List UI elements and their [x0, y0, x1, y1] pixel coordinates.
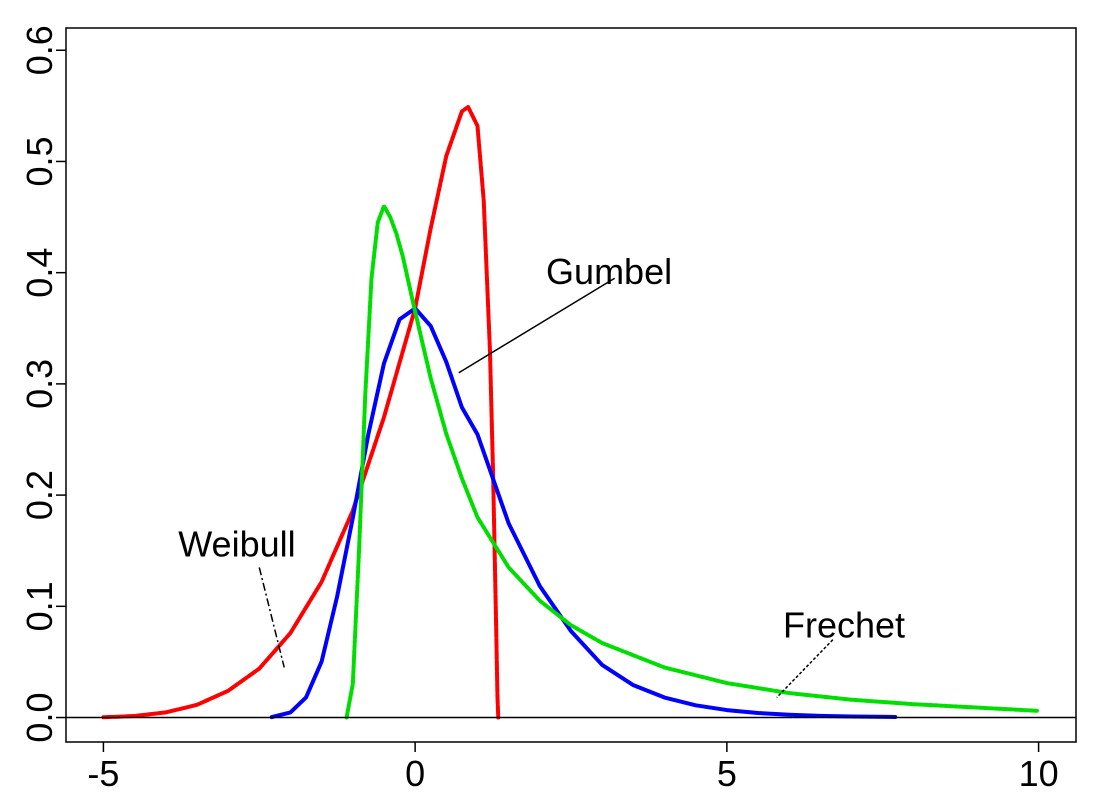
x-tick-label: -5	[87, 753, 119, 794]
annotation-pointer-gumbel	[458, 277, 616, 374]
y-tick-label: 0.5	[19, 136, 60, 186]
annotation-pointer-frechet	[776, 639, 834, 699]
y-tick-label: 0.0	[19, 693, 60, 743]
plot-frame	[65, 27, 1077, 743]
x-tick-label: 5	[717, 753, 737, 794]
y-tick-label: 0.1	[19, 581, 60, 631]
y-tick-label: 0.3	[19, 359, 60, 409]
y-tick-label: 0.4	[19, 248, 60, 298]
annotation-label-weibull: Weibull	[178, 523, 295, 564]
annotation-label-frechet: Frechet	[783, 604, 905, 645]
series-line-frechet	[344, 203, 1041, 720]
annotation-layer: Weibull Gumbel Frechet	[178, 251, 905, 699]
annotation-label-gumbel: Gumbel	[546, 251, 672, 292]
axis-layer: -5 0 5 10 0.0 0.1 0.2 0.3 0.4 0.5 0.6	[19, 25, 1077, 794]
x-tick-label: 10	[1019, 753, 1059, 794]
x-tick-label: 0	[405, 753, 425, 794]
series-line-weibull	[101, 104, 501, 720]
annotation-pointer-weibull	[258, 567, 285, 668]
y-tick-label: 0.6	[19, 25, 60, 75]
series-layer	[101, 104, 1041, 720]
series-line-gumbel	[269, 306, 898, 720]
y-tick-label: 0.2	[19, 470, 60, 520]
